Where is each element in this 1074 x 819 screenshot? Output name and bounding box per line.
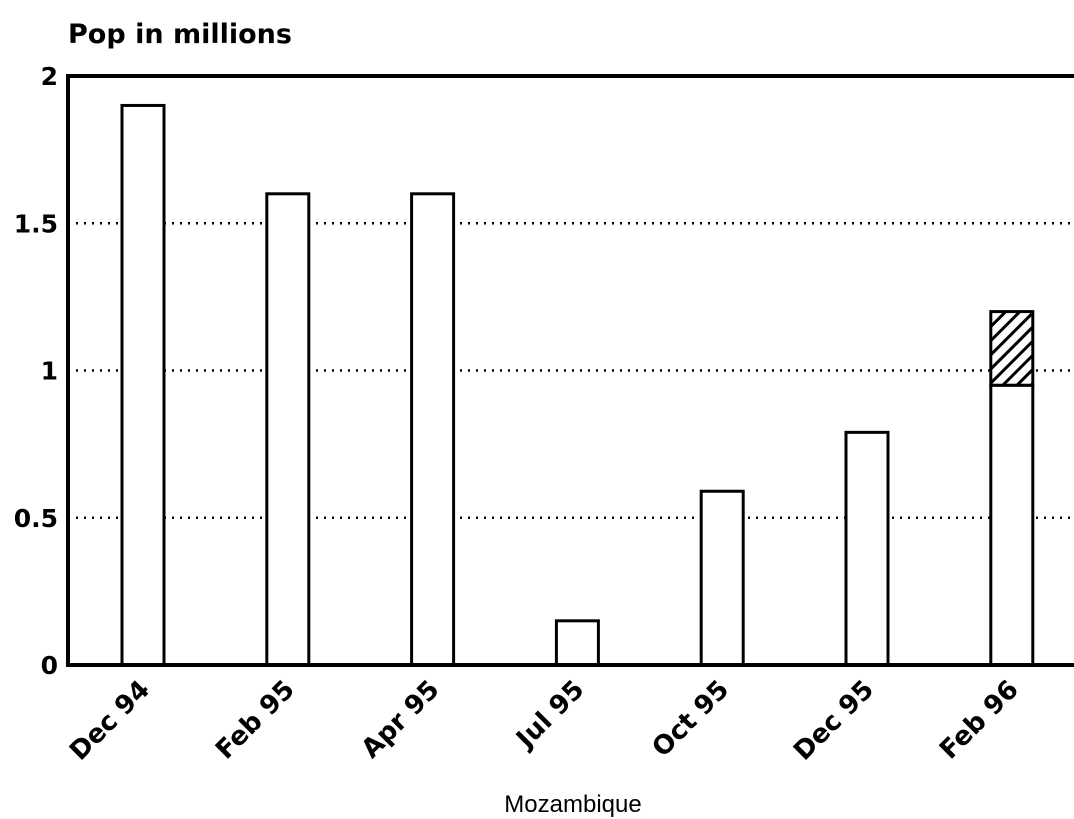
- x-tick-label: Dec 95: [788, 675, 880, 767]
- bars: [120, 103, 1035, 667]
- x-tick-label: Feb 95: [210, 675, 301, 766]
- x-tick-label: Dec 94: [64, 675, 156, 767]
- gridlines: [68, 222, 1074, 519]
- x-tick-label: Oct 95: [647, 675, 736, 764]
- y-tick-label: 1: [41, 357, 58, 386]
- y-tick-label: 2: [41, 62, 58, 91]
- y-tick-label: 0.5: [14, 504, 58, 533]
- bar-stacked-segment: [989, 310, 1035, 387]
- x-axis-title: Mozambique: [504, 791, 641, 818]
- x-tick-label: Jul 95: [509, 675, 590, 756]
- bar: [844, 430, 890, 667]
- x-tick-labels: Dec 94 Feb 95 Apr 95 Jul 95 Oct 95 Dec 95 Feb …: [64, 675, 1025, 767]
- bar: [265, 192, 311, 667]
- bar: [699, 489, 745, 667]
- bar: [410, 192, 456, 667]
- axes: [66, 74, 1074, 667]
- bar: [554, 619, 600, 667]
- y-tick-label: 0: [41, 651, 58, 680]
- bar: [989, 383, 1035, 667]
- x-tick-label: Feb 96: [934, 675, 1025, 766]
- y-axis-title: Pop in millions: [68, 19, 292, 50]
- x-tick-label: Apr 95: [356, 675, 446, 765]
- bar: [120, 103, 166, 667]
- y-tick-label: 1.5: [14, 209, 58, 238]
- y-tick-labels: 0 0.5 1 1.5 2: [14, 62, 58, 680]
